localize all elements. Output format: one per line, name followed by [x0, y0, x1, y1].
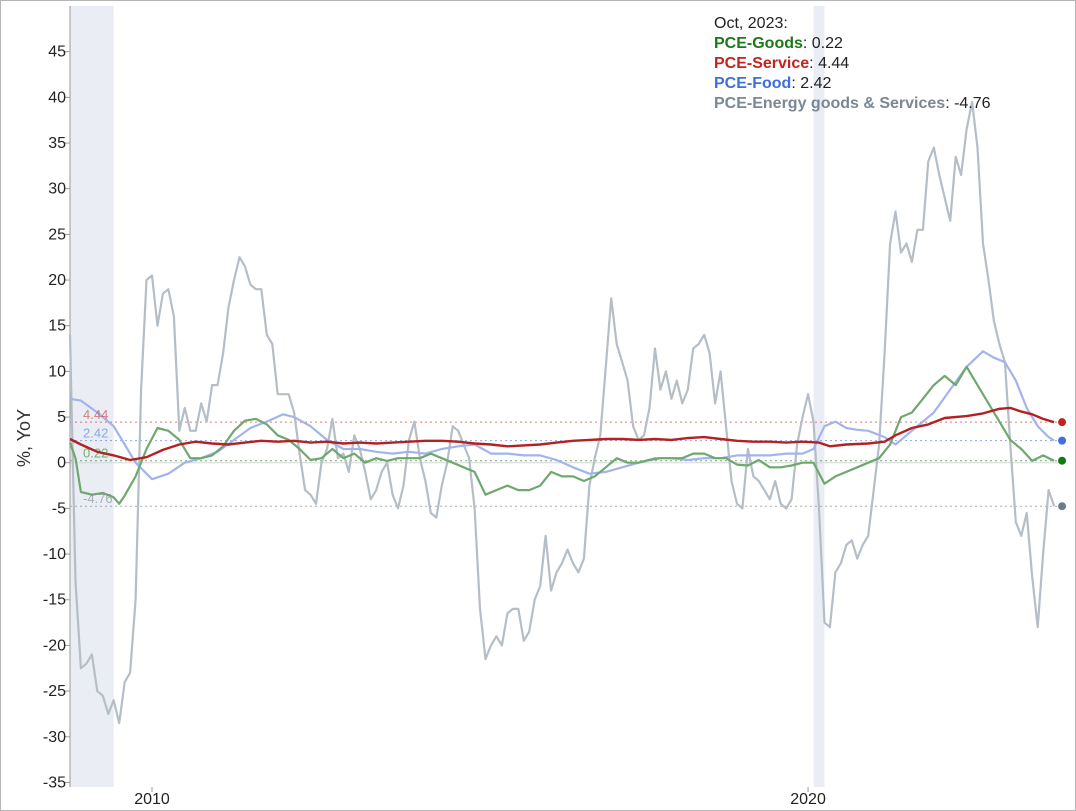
y-tick-label: 35 [48, 135, 66, 152]
y-tick-label: 0 [57, 455, 66, 472]
x-tick-label: 2010 [134, 791, 170, 808]
recession-band-2 [813, 6, 825, 787]
recession-shading [70, 6, 825, 787]
end-marker-4 [1058, 502, 1067, 511]
y-tick-label: 40 [48, 89, 66, 106]
legend-energy-name: PCE-Energy goods & Services [714, 95, 946, 112]
series-line-pce-energy-goods-services [68, 100, 1056, 725]
legend-service-name: PCE-Service [714, 55, 810, 72]
y-tick-label: -35 [43, 774, 66, 791]
legend-item-food: PCE-Food: 2.42 [714, 75, 832, 92]
y-axis-label: %, YoY [14, 409, 34, 467]
y-tick-label: -15 [43, 592, 66, 609]
x-tick-label: 2020 [790, 791, 826, 808]
legend-food-name: PCE-Food [714, 75, 792, 92]
end-marker-1 [1058, 456, 1067, 465]
y-tick-label: 25 [48, 226, 66, 243]
legend-date: Oct, 2023: [714, 15, 788, 32]
y-tick-label: 45 [48, 44, 66, 61]
end-value-label-2: 4.44 [83, 407, 108, 422]
legend-goods-value: 0.22 [811, 35, 843, 52]
legend-service-value: 4.44 [818, 55, 850, 72]
recession-band-1 [70, 6, 114, 787]
y-tick-label: 10 [48, 363, 66, 380]
legend-item-service: PCE-Service: 4.44 [714, 55, 850, 72]
y-tick-label: 20 [48, 272, 66, 289]
y-tick-label: -30 [43, 729, 66, 746]
end-value-label-4: -4.76 [83, 491, 113, 506]
end-value-label-3: 2.42 [83, 426, 108, 441]
end-value-label-1: 0.22 [83, 446, 108, 461]
y-tick-label: 30 [48, 181, 66, 198]
series-lines [68, 100, 1056, 725]
end-marker-3 [1058, 436, 1067, 445]
legend-item-goods: PCE-Goods: 0.22 [714, 35, 843, 52]
y-tick-label: -25 [43, 683, 66, 700]
axes: -35 -30 -25 -20 -15 -10 -5 0 5 10 15 20 25 30 35 40 45 20… [43, 6, 826, 808]
legend-food-value: 2.42 [800, 75, 832, 92]
y-tick-label: -20 [43, 637, 66, 654]
y-tick-label: -5 [52, 500, 66, 517]
y-tick-label: 15 [48, 318, 66, 335]
end-value-labels: 0.22 4.44 2.42 -4.76 [83, 407, 113, 506]
series-line-pce-service [69, 406, 1055, 462]
y-tick-label: -10 [43, 546, 66, 563]
legend-energy-value: -4.76 [954, 95, 991, 112]
latest-value-reference-lines [70, 421, 1065, 507]
end-markers [1058, 418, 1067, 511]
series-line-pce-goods [68, 365, 1055, 505]
legend-goods-name: PCE-Goods [714, 35, 803, 52]
y-tick-label: 5 [57, 409, 66, 426]
legend: Oct, 2023: PCE-Goods: 0.22 PCE-Service: … [714, 14, 991, 114]
end-marker-2 [1058, 418, 1067, 427]
legend-item-energy: PCE-Energy goods & Services: -4.76 [714, 95, 991, 112]
